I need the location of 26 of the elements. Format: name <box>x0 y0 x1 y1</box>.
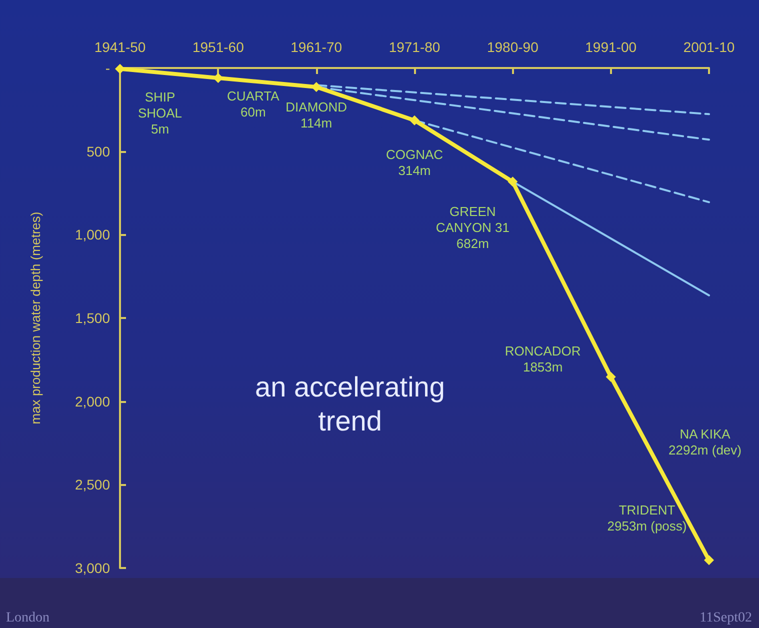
annotation: TRIDENT 2953m (poss) <box>607 502 687 534</box>
annotation: an accelerating trend <box>255 372 445 436</box>
annotation: COGNAC 314m <box>386 146 444 178</box>
annotation: RONCADOR 1853m <box>504 343 581 374</box>
text: London <box>6 610 50 626</box>
annotation: NA KIKA 2292m (dev) <box>668 426 742 458</box>
y-tick-label: 3,000 <box>74 560 110 576</box>
annotation: CUARTA 60m <box>227 88 280 120</box>
x-tick-label: 1961-70 <box>290 39 342 55</box>
x-tick-label: 1971-80 <box>388 39 440 55</box>
y-tick-label: 2,000 <box>74 393 110 410</box>
x-tick-label: 1941-50 <box>94 39 146 55</box>
y-tick-label: - <box>105 60 110 76</box>
x-tick-label: 1991-00 <box>585 39 637 55</box>
x-tick-label: 2001-10 <box>683 39 735 55</box>
y-axis-title: max production water depth (metres) <box>28 212 43 424</box>
y-tick-label: 1,500 <box>74 310 110 326</box>
annotation: SHIP SHOAL 5m <box>138 89 182 136</box>
y-tick-label: 1,000 <box>74 226 110 243</box>
y-tick-label: 2,500 <box>74 476 110 493</box>
annotation: GREEN CANYON 31 682m <box>436 204 510 252</box>
annotation: DIAMOND 114m <box>286 100 348 130</box>
x-tick-label: 1980-90 <box>486 39 539 55</box>
x-tick-label: 1951-60 <box>192 39 244 55</box>
text: 11Sept02 <box>700 610 752 626</box>
y-tick-label: 500 <box>86 143 110 160</box>
